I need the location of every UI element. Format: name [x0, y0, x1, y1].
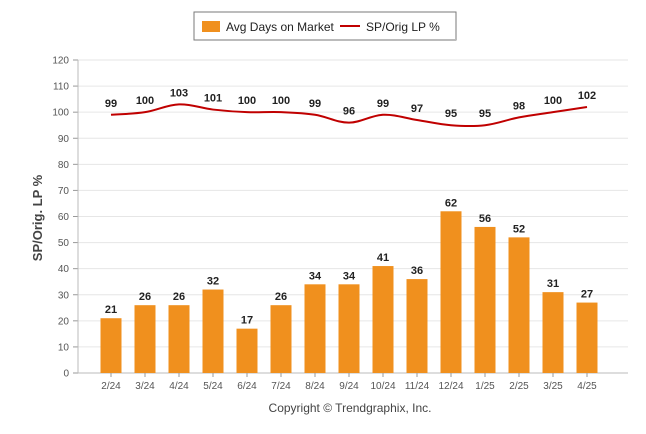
x-tick-label: 6/24: [237, 381, 257, 392]
y-tick-label: 10: [58, 342, 70, 353]
y-tick-label: 30: [58, 290, 70, 301]
bar-value-label: 31: [547, 278, 559, 290]
x-tick-label: 3/25: [543, 381, 563, 392]
line-value-label: 96: [343, 106, 355, 118]
line-value-label: 95: [445, 108, 457, 120]
x-tick-label: 11/24: [405, 381, 430, 392]
y-tick-label: 60: [58, 212, 70, 223]
y-tick-label: 20: [58, 316, 70, 327]
bar: [304, 284, 326, 373]
bar-value-label: 32: [207, 276, 219, 288]
x-tick-label: 9/24: [339, 381, 359, 392]
line-value-label: 100: [272, 95, 290, 107]
y-tick-label: 40: [58, 264, 70, 275]
bar-value-label: 26: [275, 291, 287, 303]
line-data-labels: 99 100 103 101 100 100 99 96 99 97 95 95 98 100 102: [105, 87, 596, 120]
legend-label-line: SP/Orig LP %: [366, 20, 440, 34]
line-value-label: 102: [578, 90, 596, 102]
bar: [440, 211, 462, 373]
y-tick-label: 80: [58, 160, 70, 171]
bar-value-label: 62: [445, 197, 457, 209]
y-axis-label: SP/Orig. LP %: [30, 174, 45, 261]
x-tick-label: 12/24: [438, 381, 463, 392]
line-value-label: 100: [136, 95, 154, 107]
copyright-text: Copyright © Trendgraphix, Inc.: [269, 401, 432, 415]
bar: [168, 305, 190, 373]
bar-value-label: 41: [377, 252, 389, 264]
line-value-label: 98: [513, 100, 525, 112]
x-axis-ticks: 2/24 3/24 4/24 5/24 6/24 7/24 8/24 9/24 10/24 11/…: [101, 373, 597, 392]
bar-value-label: 34: [343, 270, 356, 282]
line-value-label: 100: [544, 95, 562, 107]
bar: [372, 266, 394, 373]
line-value-label: 99: [105, 98, 117, 110]
x-tick-label: 3/24: [135, 381, 155, 392]
bar-value-label: 17: [241, 315, 253, 327]
line-value-label: 99: [309, 98, 321, 110]
line-value-label: 99: [377, 98, 389, 110]
bar: [236, 328, 258, 373]
legend-swatch-bars: [202, 21, 220, 32]
line-value-label: 97: [411, 103, 423, 115]
x-tick-label: 4/24: [169, 381, 189, 392]
y-axis-ticks: 0 10 20 30 40 50 60 70 80 90 100 110 120: [52, 56, 69, 380]
bar: [508, 237, 530, 373]
bar-value-label: 56: [479, 213, 491, 225]
x-tick-label: 7/24: [271, 381, 291, 392]
x-tick-label: 10/24: [370, 381, 395, 392]
bar: [134, 305, 156, 373]
line-value-label: 101: [204, 93, 222, 105]
legend: Avg Days on Market SP/Orig LP %: [193, 11, 457, 41]
x-tick-label: 1/25: [475, 381, 495, 392]
line-value-label: 95: [479, 108, 491, 120]
bar-value-label: 34: [309, 270, 322, 282]
y-tick-label: 110: [53, 82, 69, 93]
bar-value-label: 36: [411, 265, 423, 277]
x-tick-label: 5/24: [203, 381, 223, 392]
bar: [576, 302, 598, 373]
y-tick-label: 120: [52, 56, 69, 67]
bar-value-label: 27: [581, 289, 593, 301]
bar: [474, 226, 496, 373]
bar-series: [100, 211, 598, 373]
bar: [406, 279, 428, 373]
bar: [202, 289, 224, 373]
y-tick-label: 90: [58, 134, 70, 145]
y-tick-label: 70: [58, 186, 70, 197]
x-tick-label: 2/25: [509, 381, 529, 392]
bar-value-label: 26: [173, 291, 185, 303]
bar: [542, 292, 564, 373]
x-tick-label: 4/25: [577, 381, 597, 392]
legend-label-bars: Avg Days on Market: [226, 20, 334, 34]
bar-data-labels: 21 26 26 32 17 26 34 34 41 36 62 56 52 31 27: [105, 197, 593, 326]
line-series: [110, 103, 588, 128]
legend-box: [193, 11, 457, 41]
line-value-label: 100: [238, 95, 256, 107]
y-tick-label: 50: [58, 238, 70, 249]
y-tick-label: 100: [52, 108, 69, 119]
bar-value-label: 26: [139, 291, 151, 303]
x-tick-label: 2/24: [101, 381, 121, 392]
bar: [338, 284, 360, 373]
bar: [100, 318, 122, 373]
x-tick-label: 8/24: [305, 381, 325, 392]
bar-value-label: 21: [105, 304, 117, 316]
bar-value-label: 52: [513, 223, 525, 235]
y-tick-label: 0: [63, 369, 69, 380]
bar: [270, 305, 292, 373]
line-value-label: 103: [170, 87, 188, 99]
